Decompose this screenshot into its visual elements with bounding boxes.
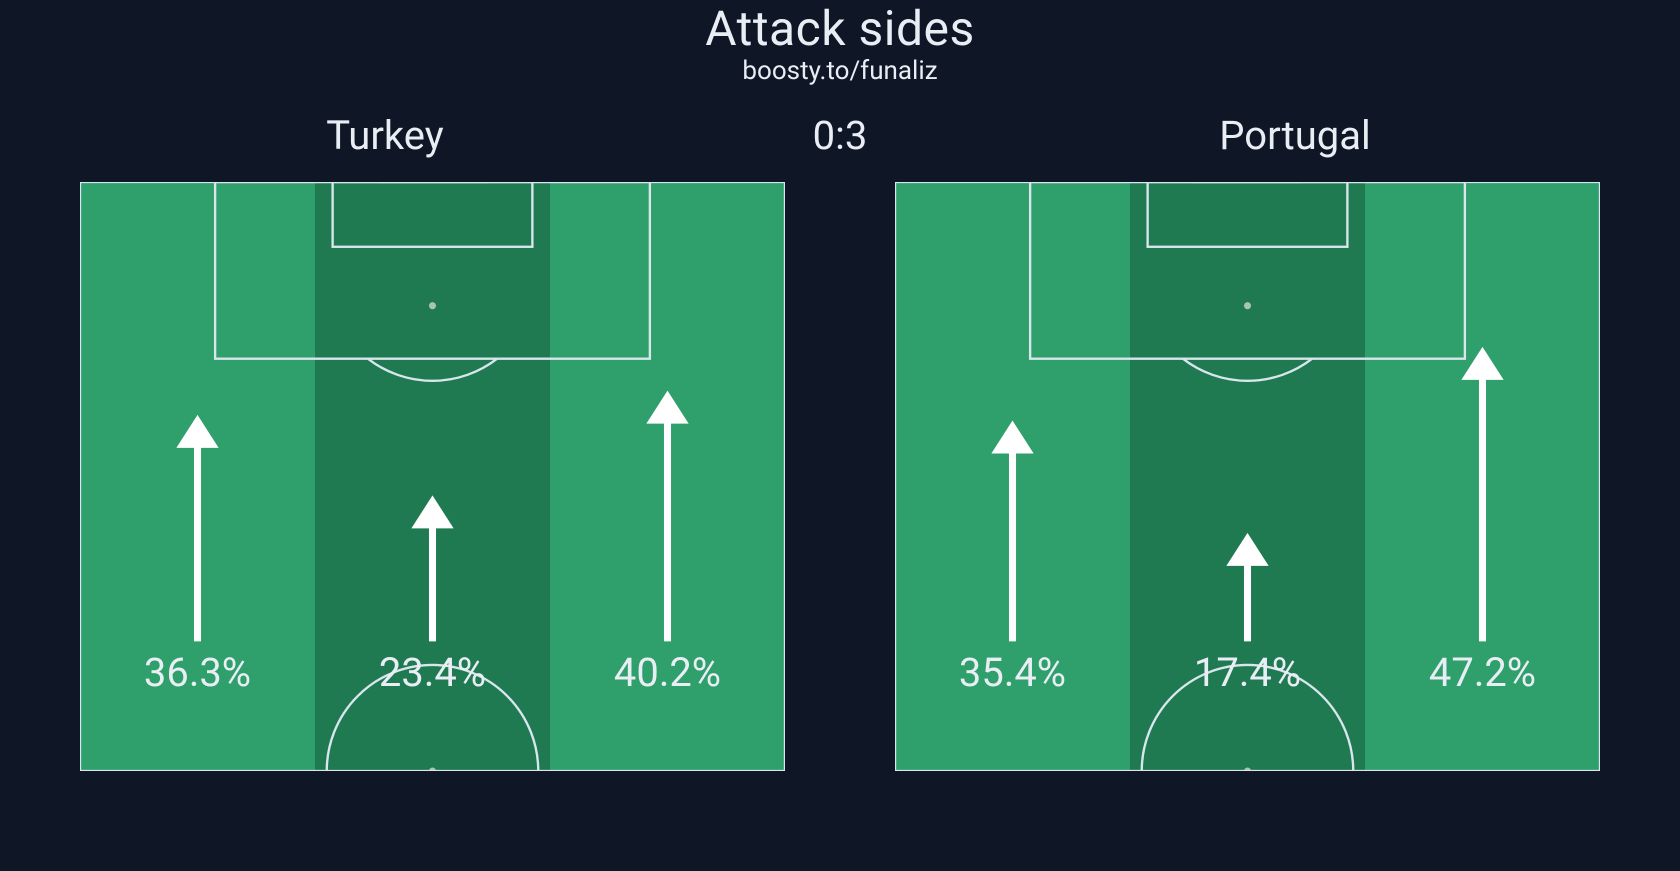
pitch-portugal: 35.4% 17.4% 47.2% <box>895 182 1600 771</box>
zone-pct-label: 17.4% <box>1194 649 1301 696</box>
zone-pct-label: 36.3% <box>144 649 251 696</box>
pitches-row: 36.3% 23.4% 40.2% 35.4% 17.4% 47.2% <box>80 182 1600 771</box>
chart-root: Attack sides boosty.to/funaliz Turkey 0:… <box>0 0 1680 871</box>
chart-title: Attack sides <box>0 0 1680 57</box>
chart-subtitle: boosty.to/funaliz <box>0 56 1680 86</box>
zone-pct-label: 23.4% <box>379 649 486 696</box>
zone-pct-label: 35.4% <box>959 649 1066 696</box>
zone-pct-label: 40.2% <box>614 649 721 696</box>
team-label-right: Portugal <box>990 112 1600 159</box>
pitch-turkey: 36.3% 23.4% 40.2% <box>80 182 785 771</box>
zone-pct-label: 47.2% <box>1429 649 1536 696</box>
